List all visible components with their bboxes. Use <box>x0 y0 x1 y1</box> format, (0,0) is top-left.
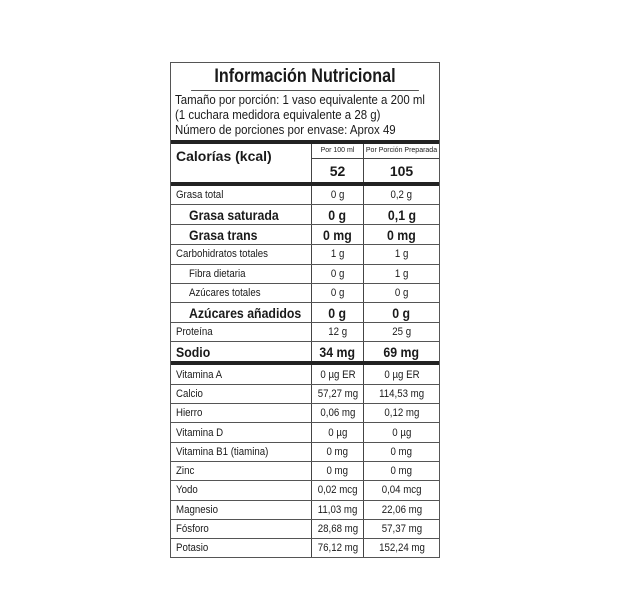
nutrient-name: Azúcares añadidos <box>189 304 302 321</box>
nutrient-name: Proteína <box>176 326 213 339</box>
nutrient-row: Carbohidratos totales 1 g 1 g <box>171 245 439 265</box>
value-per-100ml: 0 g <box>330 189 345 202</box>
nutrient-name: Vitamina B1 (tiamina) <box>176 445 269 458</box>
nutrient-name: Grasa total <box>176 189 224 202</box>
col-per-100ml: Por 100 ml 52 <box>312 144 364 182</box>
calories-header-row: Calorías (kcal) Por 100 ml 52 Por Porción… <box>171 144 439 186</box>
nutrient-name: Potasio <box>176 542 209 555</box>
value-per-100ml: 1 g <box>330 248 345 261</box>
value-per-serving: 0 mg <box>387 226 416 243</box>
calories-per-100ml: 52 <box>329 162 346 179</box>
value-per-100ml: 28,68 mg <box>317 523 358 535</box>
nutrient-row: Hierro 0,06 mg 0,12 mg <box>171 404 439 424</box>
value-per-serving: 25 g <box>392 326 411 339</box>
nutrient-name: Yodo <box>176 484 198 497</box>
value-per-100ml: 12 g <box>328 326 347 339</box>
value-per-serving: 0 mg <box>390 465 413 478</box>
nutrient-name: Fósforo <box>176 523 209 535</box>
nutrient-row: Proteína 12 g 25 g <box>171 323 439 343</box>
nutrient-row: Vitamina B1 (tiamina) 0 mg 0 mg <box>171 442 439 462</box>
nutrient-row: Sodio 34 mg 69 mg <box>171 342 439 366</box>
nutrient-row: Fibra dietaria 0 g 1 g <box>171 264 439 284</box>
nutrient-row: Vitamina A 0 µg ER 0 µg ER <box>171 365 439 385</box>
nutrient-name: Vitamina A <box>176 368 223 381</box>
nutrient-name: Fibra dietaria <box>189 267 246 280</box>
nutrient-name: Calcio <box>176 387 203 400</box>
value-per-100ml: 0 mg <box>323 226 352 243</box>
nutrient-name: Sodio <box>176 343 211 360</box>
value-per-100ml: 34 mg <box>319 343 356 360</box>
serving-info: Tamaño por porción: 1 vaso equivalente a… <box>171 91 439 144</box>
col-per-serving: Por Porción Preparada 105 <box>364 144 439 182</box>
serving-equivalence: (1 cuchara medidora equivalente a 28 g) <box>175 107 381 122</box>
col-per-serving-header: Por Porción Preparada <box>364 144 439 159</box>
nutrient-row: Magnesio 11,03 mg 22,06 mg <box>171 500 439 520</box>
value-per-100ml: 0 g <box>328 304 347 321</box>
value-per-serving: 22,06 mg <box>381 503 422 516</box>
value-per-100ml: 0 mg <box>326 465 349 478</box>
value-per-100ml: 76,12 mg <box>317 542 358 555</box>
value-per-serving: 0,2 g <box>390 189 413 202</box>
value-per-serving: 69 mg <box>383 343 420 360</box>
value-per-serving: 0,12 mg <box>384 407 419 420</box>
value-per-100ml: 0 µg <box>327 426 348 439</box>
col-per-100ml-header: Por 100 ml <box>312 144 363 159</box>
nutrient-row: Vitamina D 0 µg 0 µg <box>171 423 439 443</box>
nutrient-name: Azúcares totales <box>189 287 261 300</box>
calories-label: Calorías (kcal) <box>171 144 312 182</box>
servings-per-container: Número de porciones por envase: Aprox 49 <box>175 122 396 137</box>
calories-per-serving: 105 <box>389 162 414 179</box>
value-per-100ml: 0,06 mg <box>320 407 355 420</box>
serving-size: Tamaño por porción: 1 vaso equivalente a… <box>175 92 425 107</box>
value-per-100ml: 0 µg ER <box>319 368 356 381</box>
nutrient-name: Grasa trans <box>189 226 258 243</box>
value-per-serving: 0,1 g <box>387 206 416 223</box>
nutrient-row: Azúcares añadidos 0 g 0 g <box>171 303 439 324</box>
nutrient-row: Fósforo 28,68 mg 57,37 mg <box>171 519 439 540</box>
nutrient-row: Grasa trans 0 mg 0 mg <box>171 225 439 246</box>
nutrient-row: Azúcares totales 0 g 0 g <box>171 283 439 304</box>
value-per-100ml: 0 g <box>330 287 345 300</box>
value-per-serving: 0,04 mcg <box>381 484 422 497</box>
value-per-serving: 114,53 mg <box>378 387 425 400</box>
nutrient-name: Hierro <box>176 407 203 420</box>
nutrient-row: Grasa total 0 g 0,2 g <box>171 186 439 206</box>
nutrient-row: Yodo 0,02 mcg 0,04 mcg <box>171 481 439 501</box>
nutrient-name: Zinc <box>176 465 195 478</box>
value-per-serving: 0 mg <box>390 445 413 458</box>
value-per-100ml: 0 mg <box>326 445 349 458</box>
nutrient-name: Grasa saturada <box>189 206 279 223</box>
label-title: Información Nutricional <box>191 63 419 91</box>
nutrient-row: Calcio 57,27 mg 114,53 mg <box>171 384 439 405</box>
value-per-100ml: 0 g <box>328 206 347 223</box>
nutrient-name: Vitamina D <box>176 426 224 439</box>
value-per-100ml: 0 g <box>330 267 345 280</box>
value-per-serving: 0 µg <box>391 426 412 439</box>
value-per-serving: 0 µg ER <box>383 368 420 381</box>
value-per-100ml: 11,03 mg <box>317 503 358 516</box>
value-per-serving: 1 g <box>394 248 409 261</box>
value-per-serving: 0 g <box>394 287 409 300</box>
nutrition-facts-label: Información Nutricional Tamaño por porci… <box>170 62 440 559</box>
nutrient-row: Potasio 76,12 mg 152,24 mg <box>171 539 439 558</box>
nutrient-row: Grasa saturada 0 g 0,1 g <box>171 205 439 226</box>
value-per-100ml: 0,02 mcg <box>317 484 358 497</box>
nutrient-row: Zinc 0 mg 0 mg <box>171 461 439 482</box>
value-per-serving: 57,37 mg <box>381 523 422 535</box>
value-per-serving: 152,24 mg <box>378 542 425 555</box>
value-per-serving: 0 g <box>392 304 411 321</box>
nutrient-name: Carbohidratos totales <box>176 248 269 261</box>
value-per-serving: 1 g <box>394 267 409 280</box>
nutrient-rows: Grasa total 0 g 0,2 g Grasa saturada 0 g 0,1 … <box>171 186 439 558</box>
value-per-100ml: 57,27 mg <box>317 387 358 400</box>
nutrient-name: Magnesio <box>176 503 218 516</box>
